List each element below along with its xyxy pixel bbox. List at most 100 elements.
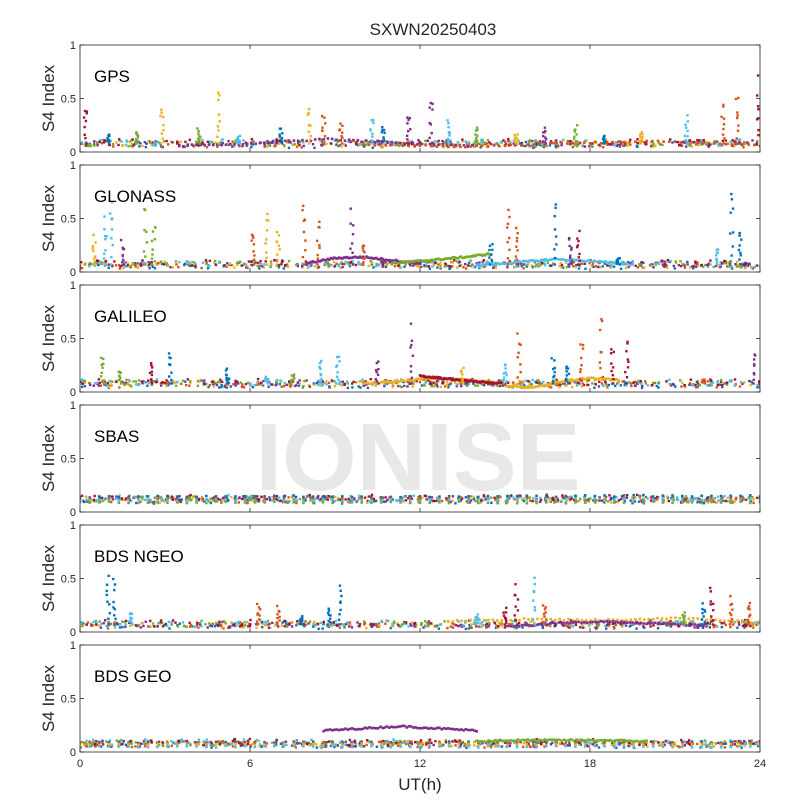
data-point xyxy=(669,625,673,628)
data-point xyxy=(137,379,141,382)
data-point xyxy=(278,499,282,503)
data-point xyxy=(405,260,409,264)
data-point xyxy=(460,384,463,388)
data-point xyxy=(414,259,418,263)
data-point xyxy=(575,499,579,503)
data-point xyxy=(292,376,296,380)
data-point xyxy=(684,126,688,129)
data-point xyxy=(684,123,687,127)
data-point xyxy=(756,386,759,389)
data-point xyxy=(161,145,164,149)
data-point xyxy=(758,144,760,148)
data-point xyxy=(398,141,402,145)
data-point xyxy=(189,493,192,497)
data-point xyxy=(371,261,374,264)
data-point xyxy=(476,142,479,145)
data-point xyxy=(610,369,613,373)
data-point xyxy=(207,622,211,625)
data-point xyxy=(707,384,711,387)
data-point xyxy=(573,258,576,262)
data-point xyxy=(317,380,320,383)
data-point xyxy=(583,620,586,624)
data-point xyxy=(201,141,204,144)
data-point xyxy=(509,625,512,628)
data-point xyxy=(738,258,741,261)
data-point xyxy=(580,385,583,388)
data-point xyxy=(506,265,509,269)
data-point xyxy=(512,625,515,628)
data-point xyxy=(396,622,399,625)
data-point xyxy=(355,142,358,146)
data-point xyxy=(585,139,588,142)
data-point xyxy=(318,362,322,365)
data-point xyxy=(189,262,192,265)
data-point xyxy=(300,616,303,620)
data-point xyxy=(321,495,325,499)
data-point xyxy=(130,139,133,142)
data-point xyxy=(586,376,589,380)
data-point xyxy=(425,265,428,268)
data-point xyxy=(640,261,643,264)
data-point xyxy=(244,382,247,386)
data-point xyxy=(555,257,559,261)
data-point xyxy=(569,262,572,265)
data-point xyxy=(104,140,108,143)
data-point xyxy=(196,127,199,130)
data-point xyxy=(93,263,97,266)
data-point xyxy=(121,247,125,250)
data-point xyxy=(90,262,93,266)
data-point xyxy=(106,627,110,630)
data-point xyxy=(280,140,284,143)
data-point xyxy=(376,373,380,377)
data-point xyxy=(625,494,629,497)
data-point xyxy=(756,105,760,108)
data-point xyxy=(581,347,585,350)
data-point xyxy=(485,142,489,145)
data-point xyxy=(473,254,477,258)
data-point xyxy=(712,624,716,627)
data-point xyxy=(752,382,755,385)
data-point xyxy=(649,625,652,628)
data-point xyxy=(287,139,290,142)
data-point xyxy=(625,142,628,145)
data-point xyxy=(515,140,518,144)
data-point xyxy=(80,264,82,267)
data-point xyxy=(249,383,253,386)
data-point xyxy=(447,142,450,145)
data-point xyxy=(337,256,341,259)
data-point xyxy=(633,496,637,499)
data-point xyxy=(274,497,278,501)
data-point xyxy=(690,383,693,387)
data-point xyxy=(625,376,629,379)
data-point xyxy=(628,263,632,267)
data-point xyxy=(700,501,704,505)
data-point xyxy=(574,140,578,143)
data-point xyxy=(534,139,537,142)
data-point xyxy=(256,261,260,265)
data-point xyxy=(392,381,395,384)
data-point xyxy=(80,380,82,384)
data-point xyxy=(744,263,747,266)
data-point xyxy=(688,382,692,385)
data-point xyxy=(546,623,549,626)
data-point xyxy=(590,143,594,147)
data-point xyxy=(610,378,614,381)
data-point xyxy=(652,266,655,269)
data-point xyxy=(617,261,621,265)
data-point xyxy=(271,383,274,386)
data-point xyxy=(430,144,433,148)
data-point xyxy=(217,142,220,145)
data-point xyxy=(709,263,712,266)
data-point xyxy=(550,498,554,501)
data-point xyxy=(506,240,509,244)
data-point xyxy=(168,627,171,630)
data-point xyxy=(398,261,402,265)
data-point xyxy=(696,501,699,504)
data-point xyxy=(307,111,310,115)
data-point xyxy=(684,139,687,142)
data-point xyxy=(515,239,519,243)
data-point xyxy=(518,379,521,383)
data-point xyxy=(375,262,378,266)
data-point xyxy=(475,617,478,621)
data-point xyxy=(469,145,473,148)
